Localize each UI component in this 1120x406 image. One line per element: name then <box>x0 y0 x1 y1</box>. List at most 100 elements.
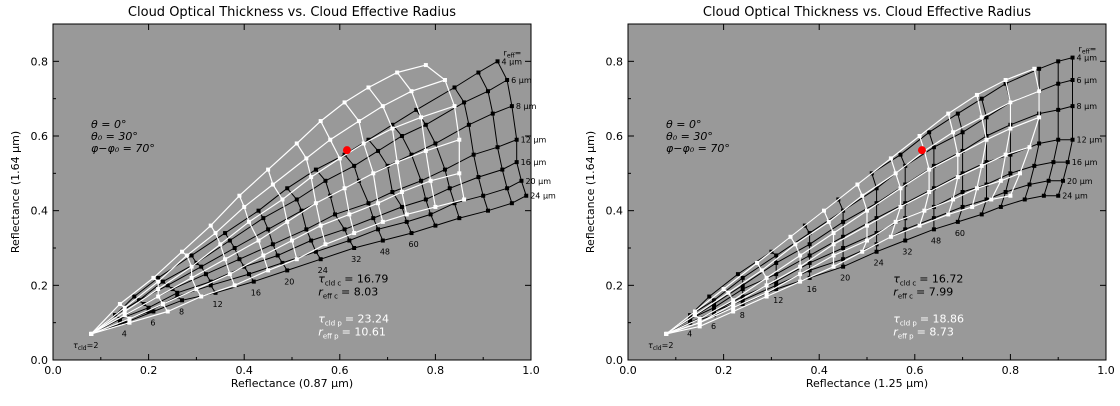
grid-point-black <box>404 219 409 224</box>
grid-point-white <box>1027 145 1032 150</box>
y-tick-label: 0.2 <box>31 279 49 292</box>
grid-point-white <box>865 208 869 213</box>
grid-point-white <box>270 182 275 187</box>
reff-label: 12 μm <box>521 136 547 145</box>
grid-point-white <box>280 197 285 202</box>
reff-header: reff= <box>504 48 522 59</box>
grid-point-black <box>712 302 717 306</box>
grid-point-white <box>347 212 352 217</box>
tau-curve-white <box>267 169 298 260</box>
grid-point-black <box>299 208 304 213</box>
grid-point-white <box>309 175 314 180</box>
grid-point-black <box>146 305 151 310</box>
grid-point-white <box>266 167 271 172</box>
y-tick-label: 0.4 <box>606 205 624 218</box>
grid-point-white <box>409 89 414 94</box>
grid-point-white <box>261 253 266 258</box>
grid-point-black <box>524 193 529 198</box>
grid-point-black <box>519 178 524 183</box>
grid-point-white <box>979 163 984 168</box>
grid-point-white <box>731 305 736 310</box>
grid-point-black <box>740 298 745 303</box>
grid-point-white <box>898 186 903 191</box>
grid-point-white <box>917 134 922 138</box>
grid-point-black <box>409 152 414 157</box>
grid-point-white <box>798 264 803 269</box>
grid-point-white <box>1037 89 1042 94</box>
grid-point-white <box>122 309 127 314</box>
grid-point-white <box>318 223 323 228</box>
grid-point-white <box>798 253 803 258</box>
geometry-text: θ = 0° <box>666 118 701 131</box>
grid-point-black <box>960 190 965 194</box>
reff-label: 20 μm <box>1067 177 1093 186</box>
grid-point-white <box>793 242 798 247</box>
x-tick-label: 1.0 <box>1097 364 1115 377</box>
grid-point-white <box>361 141 366 146</box>
grid-point-black <box>774 272 779 277</box>
y-axis-label: Reflectance (1.64 μm) <box>9 131 22 253</box>
tau-label: 12 <box>773 296 783 305</box>
grid-point-black <box>309 238 314 243</box>
retrieval-tau-p: τcld p = 18.86 <box>893 313 964 328</box>
grid-point-white <box>213 231 218 236</box>
grid-point-black <box>1070 78 1075 82</box>
grid-point-white <box>951 197 956 202</box>
grid-point-white <box>831 253 836 258</box>
grid-point-white <box>457 171 462 176</box>
tau-label: 8 <box>740 311 745 320</box>
grid-point-black <box>199 264 204 269</box>
tau-curve-white <box>320 120 355 234</box>
grid-point-black <box>979 212 984 217</box>
grid-point-white <box>1003 78 1008 82</box>
grid-point-white <box>122 305 127 310</box>
grid-point-white <box>831 231 836 236</box>
grid-point-white <box>337 156 342 161</box>
grid-point-white <box>998 178 1003 183</box>
grid-point-black <box>227 238 232 243</box>
grid-point-black <box>237 257 242 262</box>
grid-point-black <box>447 186 452 191</box>
grid-point-white <box>764 294 769 299</box>
grid-point-black <box>841 219 846 224</box>
grid-point-white <box>189 264 194 269</box>
grid-point-white <box>979 115 984 120</box>
grid-point-white <box>955 175 960 180</box>
x-tick-label: 0.4 <box>810 364 828 377</box>
grid-point-white <box>731 302 736 306</box>
grid-point-white <box>160 302 165 306</box>
grid-point-black <box>903 238 908 243</box>
grid-point-black <box>380 238 385 243</box>
grid-point-white <box>731 298 736 303</box>
grid-point-black <box>960 204 965 209</box>
reff-curve-black <box>90 60 498 335</box>
grid-point-black <box>137 298 142 303</box>
grid-point-black <box>774 260 779 265</box>
grid-point-white <box>721 287 726 292</box>
grid-point-black <box>898 152 903 157</box>
grid-point-white <box>342 186 347 191</box>
tau-label: 24 <box>318 266 328 275</box>
grid-point-black <box>371 216 376 221</box>
grid-point-white <box>1003 152 1008 157</box>
reff-label: 4 μm <box>1077 54 1098 63</box>
grid-point-black <box>490 111 495 116</box>
grid-point-black <box>342 152 347 157</box>
grid-point-white <box>290 238 294 243</box>
grid-point-black <box>452 85 457 90</box>
grid-point-black <box>313 167 318 172</box>
grid-point-black <box>807 268 812 273</box>
grid-point-black <box>433 141 438 146</box>
grid-point-white <box>342 100 347 105</box>
grid-point-black <box>117 316 122 321</box>
grid-point-black <box>1070 104 1075 109</box>
grid-point-white <box>970 204 975 209</box>
grid-point-black <box>903 227 908 232</box>
grid-point-white <box>452 104 457 109</box>
x-tick-label: 0.6 <box>906 364 924 377</box>
grid-point-black <box>1056 59 1061 64</box>
grid-point-white <box>227 272 232 277</box>
retrieval-reff-p: reff p = 10.61 <box>318 326 386 341</box>
grid-point-black <box>495 59 500 64</box>
grid-point-black <box>376 227 381 232</box>
